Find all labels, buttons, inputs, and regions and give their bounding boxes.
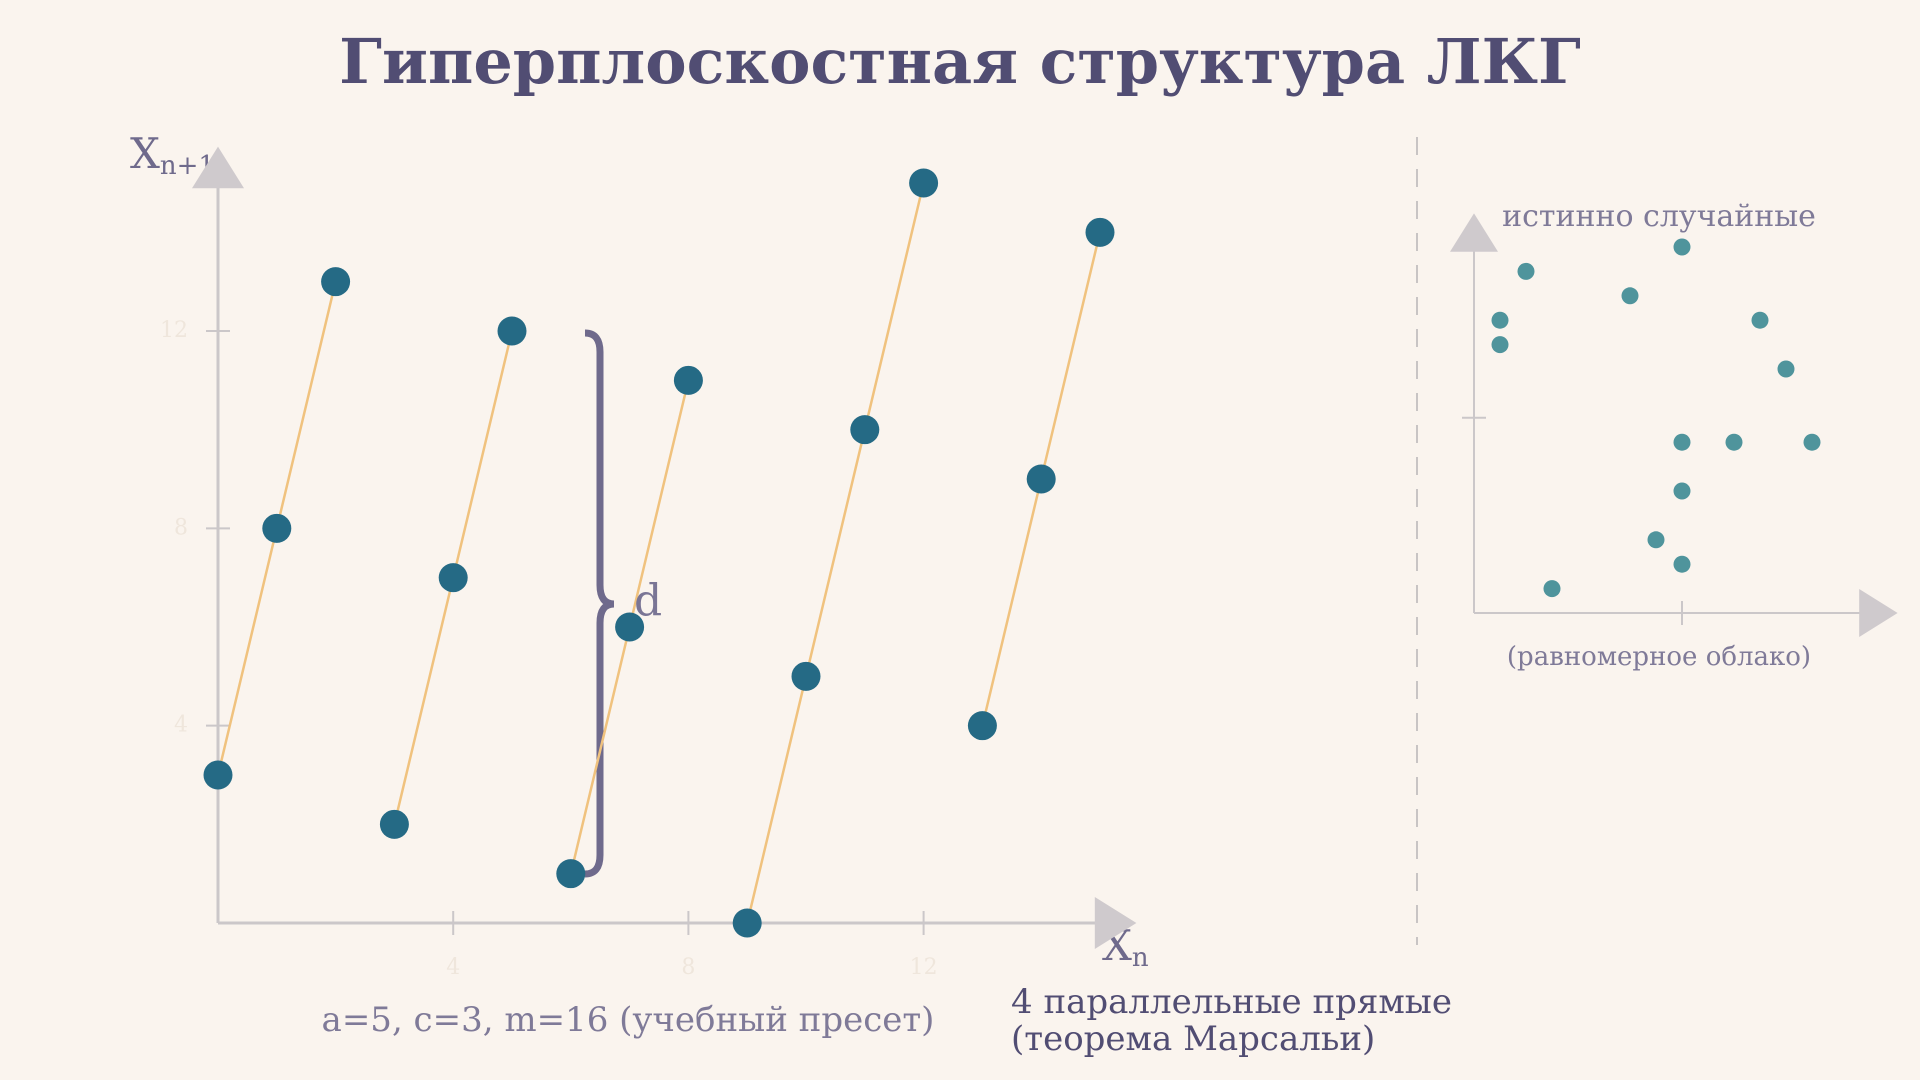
point — [909, 168, 939, 198]
point — [1751, 311, 1769, 329]
y-tick-label: 4 — [174, 713, 188, 738]
point — [438, 563, 468, 593]
point — [1673, 482, 1691, 500]
x-arrow — [1094, 897, 1137, 949]
x-tick-label: 8 — [681, 955, 695, 980]
point — [615, 612, 645, 642]
inset-caption: (равномерное облако) — [1507, 642, 1811, 672]
point — [1517, 262, 1535, 280]
note-line-2: (теорема Марсальи) — [1011, 1019, 1375, 1059]
structure-line — [745, 182, 925, 924]
point — [1621, 287, 1639, 305]
x-tick-label: 4 — [446, 955, 460, 980]
point — [497, 316, 527, 346]
point — [556, 859, 586, 889]
y-tick-label: 12 — [160, 318, 188, 343]
y-tick-label: 8 — [174, 515, 188, 540]
point — [967, 711, 997, 741]
x-arrow — [1859, 589, 1898, 637]
point — [262, 513, 292, 543]
point — [1543, 580, 1561, 598]
point — [379, 809, 409, 839]
point — [1673, 433, 1691, 451]
y-axis-label: Xn+1 — [130, 129, 215, 181]
x-tick-label: 12 — [910, 955, 938, 980]
point — [850, 415, 880, 445]
point — [1777, 360, 1795, 378]
point — [1491, 311, 1509, 329]
point — [321, 267, 351, 297]
point — [1085, 217, 1115, 247]
point — [1673, 555, 1691, 573]
y-arrow — [192, 146, 244, 189]
point — [1647, 531, 1665, 549]
inset-title: истинно случайные — [1502, 199, 1816, 234]
point — [1026, 464, 1056, 494]
note-line-1: 4 параллельные прямые — [1011, 982, 1452, 1022]
point — [203, 760, 233, 790]
title: Гиперплоскостная структура ЛКГ — [339, 25, 1581, 98]
point — [1673, 238, 1691, 256]
y-arrow — [1450, 213, 1498, 252]
d-label: d — [634, 576, 662, 627]
preset-label: a=5, c=3, m=16 (учебный пресет) — [322, 1000, 935, 1040]
point — [1803, 433, 1821, 451]
point — [732, 908, 762, 938]
y-axis-label-main: X — [130, 129, 160, 178]
x-axis-label-sub: n — [1132, 943, 1149, 973]
brace — [584, 329, 615, 878]
point — [791, 661, 821, 691]
point — [673, 365, 703, 395]
point — [1725, 433, 1743, 451]
point — [1491, 336, 1509, 354]
